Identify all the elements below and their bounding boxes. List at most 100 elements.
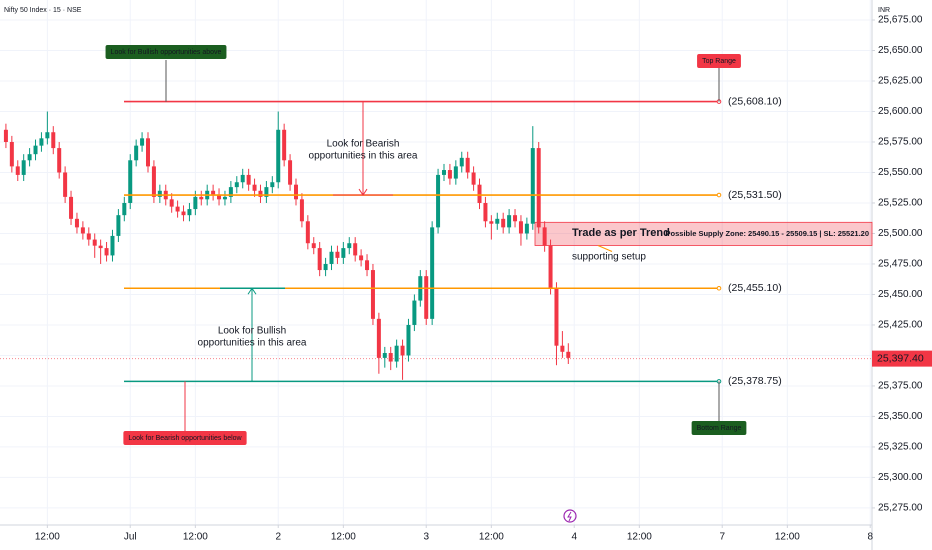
candle-body [187,209,192,216]
last-price-label: 25,397.40 [877,352,924,364]
candle-body [63,172,68,197]
chart-title: Nifty 50 Index · 15 · NSE [4,7,82,14]
candle-body [353,243,358,256]
connector [597,245,613,252]
x-tick-label: 12:00 [331,532,356,543]
candle-body [276,129,281,183]
annotation-text: Trade as per Trend [572,227,670,239]
y-tick-label: 25,425.00 [878,320,923,331]
candle-body [536,148,541,228]
level-label: (25,531.50) [728,189,782,201]
candle-body [335,251,340,258]
candle-body [199,196,204,200]
x-tick-label: 8 [867,532,873,543]
candle-body [27,154,32,161]
annotation-box-label: Look for Bullish opportunities above [111,49,222,56]
candle-body [51,132,56,149]
candle-body [128,160,133,203]
candle-body [258,190,263,197]
candle-body [382,353,387,358]
last-price-tag [872,350,932,367]
candle-body [228,187,233,197]
y-tick-label: 25,600.00 [878,106,923,117]
candle-body [370,270,375,319]
level-end [716,285,722,291]
candle-body [39,138,44,146]
candle-body [110,235,115,256]
annotation-text: opportunities in this area [198,338,307,349]
candle-body [560,345,565,352]
candle-body [436,174,441,228]
candle-body [15,166,20,175]
supply-zone-label: Possible Supply Zone: 25490.15 - 25509.1… [666,229,869,238]
candle-body [74,218,79,228]
candle-body [175,206,180,212]
y-tick-label: 25,275.00 [878,503,923,514]
candle-body [305,221,310,244]
x-tick-label: 12:00 [627,532,652,543]
annotation-box-label: Top Range [702,58,736,65]
candle-body [122,202,127,216]
candle-body [299,199,304,222]
candle-body [388,353,393,362]
event-icon[interactable] [563,509,577,523]
candle-body [507,215,512,228]
candle-body [21,160,26,175]
y-tick-label: 25,650.00 [878,45,923,56]
x-tick-label: 4 [571,532,577,543]
candle-body [193,196,198,210]
candle-body [365,260,370,271]
candle-body [501,218,506,228]
candle-body [140,138,145,146]
candle-body [566,351,571,358]
annotation-box [697,54,741,68]
candle-body [489,221,494,224]
candle-body [347,243,352,249]
candle-body [518,221,523,234]
annotation-text: Look for Bearish [327,139,400,150]
y-tick-label: 25,525.00 [878,198,923,209]
candle-body [80,227,85,234]
candle-body [211,190,216,195]
candle-body [116,215,121,236]
candle-body [181,211,186,216]
candle-body [134,145,139,161]
candle-body [341,248,346,258]
candle-body [222,196,227,200]
y-tick-label: 25,300.00 [878,472,923,483]
y-tick-label: 25,475.00 [878,259,923,270]
x-tick-label: 12:00 [35,532,60,543]
level-label: (25,378.75) [728,375,782,387]
x-tick-label: 2 [275,532,281,543]
y-tick-label: 25,350.00 [878,411,923,422]
candle-body [542,227,547,246]
candle-body [217,194,222,200]
x-tick-label: 12:00 [479,532,504,543]
candle-body [240,174,245,183]
candle-body [86,233,91,240]
annotation-box [105,45,227,59]
candle-body [359,255,364,261]
candle-body [33,145,38,155]
candle-body [524,223,529,234]
candle-body [45,132,50,139]
candle-body [69,196,74,219]
candle-body [471,172,476,185]
y-tick-label: 25,450.00 [878,289,923,300]
candle-body [441,170,446,175]
candle-body [151,166,156,197]
candle-body [104,248,109,256]
candle-body [554,288,559,346]
y-tick-label: 25,375.00 [878,381,923,392]
candle-body [400,345,405,356]
candle-body [394,345,399,362]
candle-body [495,218,500,224]
candle-body [317,248,322,271]
y-tick-label: 25,325.00 [878,442,923,453]
candle-body [329,251,334,264]
candle-body [145,138,150,167]
candle-body [465,157,470,173]
candle-body [157,190,162,197]
